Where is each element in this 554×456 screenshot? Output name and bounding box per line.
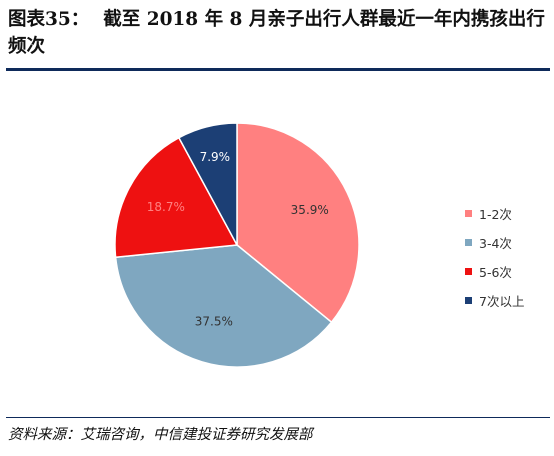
legend-label: 5-6次 [479,265,512,280]
legend-swatch [465,210,472,217]
pie-slice [114,136,239,259]
legend-item: 5-6次 [465,257,524,286]
pie-slice [177,122,238,246]
data-label: 37.5% [195,315,233,329]
legend-item: 1-2次 [465,199,524,228]
top-rule [6,68,550,71]
pie-data-labels: 35.9% 37.5% 18.7% 7.9% [147,150,329,329]
legend-item: 3-4次 [465,228,524,257]
figure-label: 图表35： [8,9,90,30]
pie-slice [236,122,360,324]
bottom-rule [6,417,550,418]
chart-legend: 1-2次 3-4次 5-6次 7次以上 [465,199,524,315]
legend-label: 1-2次 [479,207,512,222]
legend-swatch [465,297,472,304]
data-label: 35.9% [291,203,329,217]
data-label: 7.9% [200,150,231,164]
figure-title: 图表35： 截至 2018 年 8 月亲子出行人群最近一年内携孩出行频次 [8,6,548,60]
pie-slice [114,244,333,368]
source-note: 资料来源：艾瑞咨询，中信建投证券研究发展部 [8,427,313,443]
pie-slices [114,122,360,368]
data-label: 18.7% [147,200,185,214]
legend-item: 7次以上 [465,286,524,315]
figure-title-text: 截至 2018 年 8 月亲子出行人群最近一年内携孩出行频次 [8,9,545,57]
pie-chart: 35.9% 37.5% 18.7% 7.9% [114,122,360,368]
legend-label: 3-4次 [479,236,512,251]
legend-swatch [465,239,472,246]
legend-label: 7次以上 [479,294,525,309]
legend-swatch [465,268,472,275]
